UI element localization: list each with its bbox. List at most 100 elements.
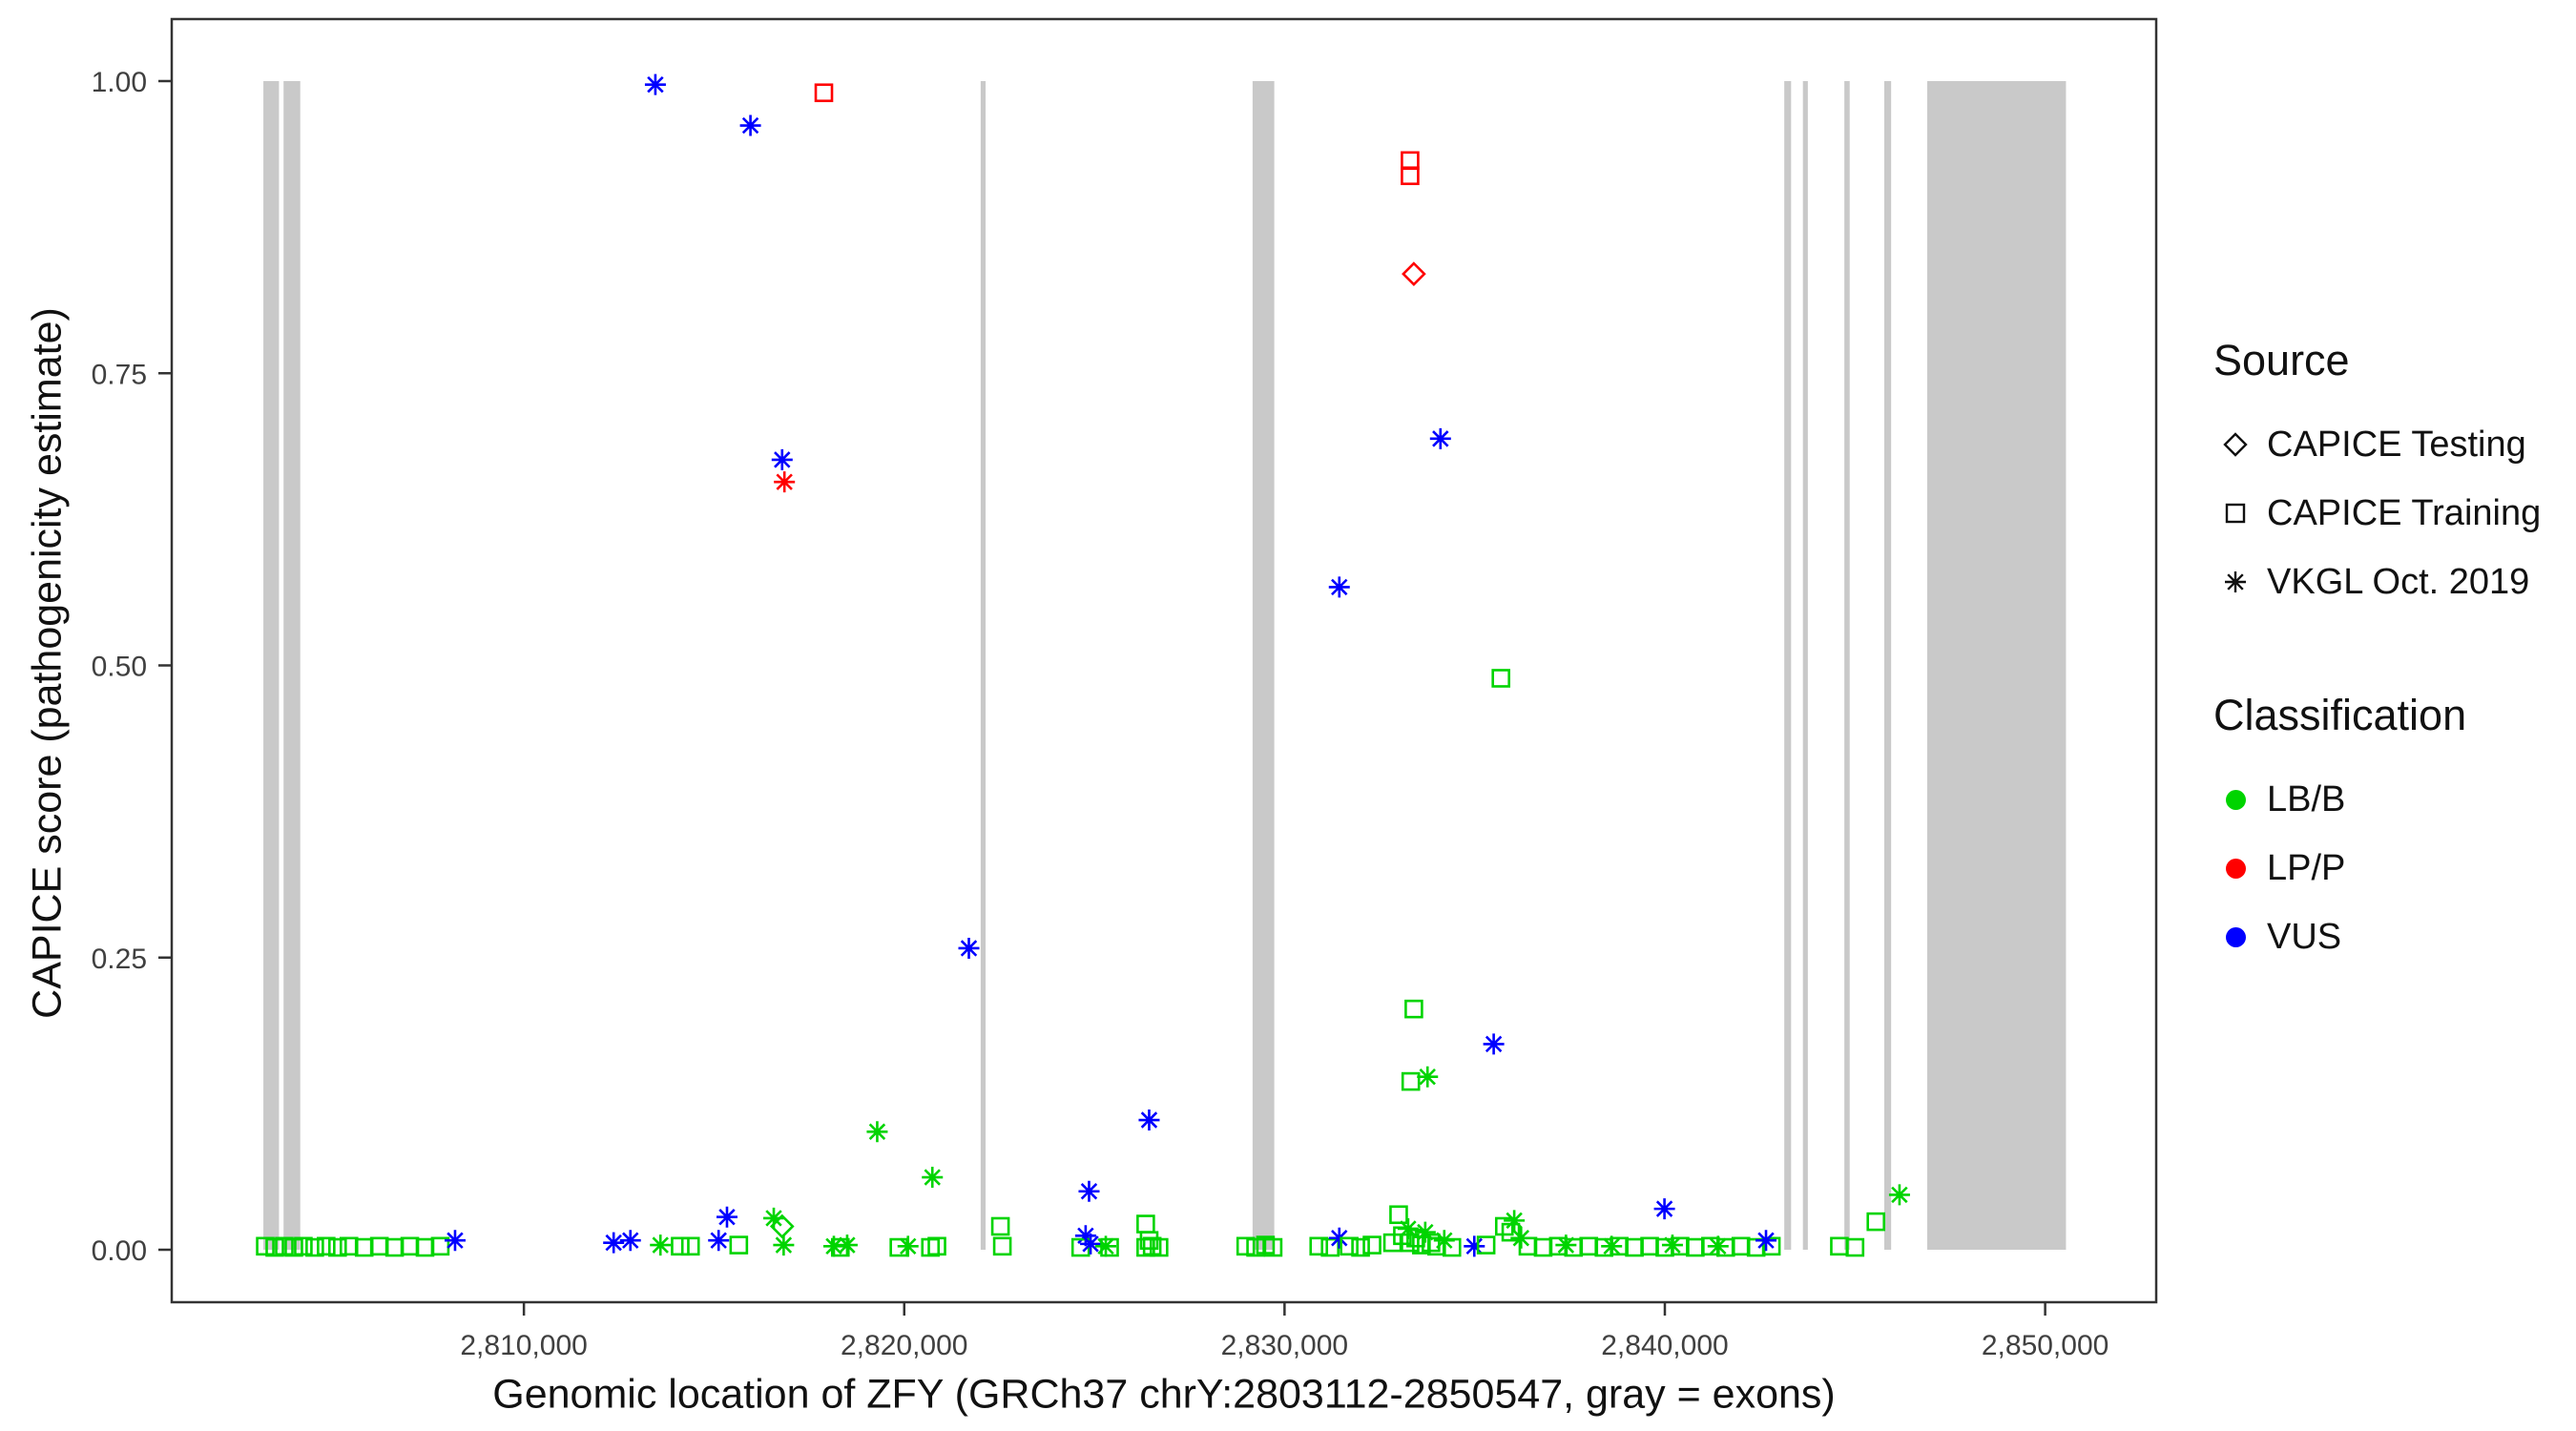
data-point (1504, 1210, 1526, 1232)
data-point (1476, 1235, 1496, 1255)
exon-band (1844, 81, 1850, 1250)
data-point (619, 1230, 641, 1252)
data-point (1340, 1236, 1359, 1256)
legend-item-label: LP/P (2267, 847, 2346, 888)
data-point (822, 1235, 844, 1257)
data-point (739, 114, 761, 136)
legend-source-title: Source (2213, 336, 2350, 384)
data-point (1483, 1033, 1505, 1055)
legend: Source CAPICE Testing CAPICE Training (2213, 336, 2541, 971)
data-point (897, 1235, 919, 1257)
blue-dot-icon (2213, 926, 2257, 947)
data-point (836, 1234, 858, 1256)
data-point (769, 1213, 795, 1239)
data-point (265, 1237, 284, 1257)
exon-band (1252, 81, 1275, 1250)
data-point (603, 1232, 625, 1254)
x-tick-label: 2,840,000 (1601, 1330, 1728, 1361)
data-point (305, 1237, 324, 1257)
data-point (1078, 1180, 1100, 1202)
data-point (708, 1230, 730, 1252)
data-point (1491, 669, 1510, 688)
exon-band (283, 81, 301, 1250)
data-point (680, 1236, 700, 1256)
data-point (275, 1236, 294, 1256)
data-point (1328, 576, 1350, 598)
data-point (1401, 1233, 1420, 1253)
legend-section-source: Source CAPICE Testing CAPICE Training (2213, 336, 2541, 616)
data-point (1404, 999, 1423, 1019)
exon-band (1784, 81, 1792, 1250)
diamond-marker-icon (2213, 427, 2257, 462)
data-point (992, 1236, 1012, 1256)
data-point (1888, 1184, 1910, 1206)
data-point (1494, 1216, 1514, 1236)
data-point (763, 1207, 785, 1229)
data-point (922, 1167, 944, 1189)
legend-item-label: VUS (2267, 916, 2342, 957)
data-point (1601, 1235, 1623, 1257)
data-point (294, 1236, 313, 1256)
legend-item-capice-training: CAPICE Training (2213, 479, 2541, 548)
exon-band (1883, 81, 1892, 1250)
x-axis-title: Genomic location of ZFY (GRCh37 chrY:280… (492, 1371, 1836, 1418)
exon-band (1802, 81, 1808, 1250)
red-dot-icon (2213, 858, 2257, 879)
y-tick-label: 1.00 (92, 67, 147, 98)
data-point (1263, 1237, 1283, 1257)
data-point (1074, 1225, 1096, 1247)
data-point (1442, 1237, 1462, 1257)
data-point (644, 73, 666, 95)
data-point (1761, 1236, 1781, 1256)
x-tick-label: 2,830,000 (1221, 1330, 1348, 1361)
x-tick-label: 2,810,000 (460, 1330, 587, 1361)
x-tick-label: 2,850,000 (1982, 1330, 2109, 1361)
exon-band (263, 81, 280, 1250)
data-point (814, 83, 834, 103)
data-point (990, 1216, 1010, 1236)
data-point (1362, 1235, 1381, 1255)
data-point (1866, 1212, 1886, 1232)
x-tick-label: 2,820,000 (841, 1330, 967, 1361)
data-point (317, 1236, 336, 1256)
data-point (1429, 427, 1451, 449)
data-point (774, 471, 796, 493)
y-axis-title: CAPICE score (pathogenicity estimate) (24, 307, 71, 1019)
legend-item-label: LB/B (2267, 778, 2346, 819)
data-point (1236, 1236, 1256, 1256)
data-point (671, 1236, 690, 1256)
exon-band (980, 81, 987, 1250)
data-point (1414, 1221, 1436, 1243)
data-point (1417, 1066, 1439, 1088)
data-point (1080, 1233, 1102, 1255)
data-point (650, 1234, 672, 1256)
data-point (1309, 1236, 1329, 1256)
data-point (1653, 1198, 1675, 1220)
data-point (284, 1237, 303, 1257)
data-point (1464, 1235, 1485, 1257)
data-point (1100, 1237, 1119, 1257)
legend-item-vus: VUS (2213, 902, 2541, 971)
data-point (1707, 1235, 1729, 1257)
data-point (1150, 1237, 1169, 1257)
data-point (716, 1206, 737, 1228)
data-point (327, 1237, 347, 1257)
legend-classification-title: Classification (2213, 691, 2467, 739)
data-point (1397, 1217, 1419, 1239)
legend-item-label: CAPICE Training (2267, 492, 2542, 533)
square-marker-icon (2213, 496, 2257, 530)
data-point (256, 1236, 275, 1256)
data-point (1095, 1235, 1117, 1257)
legend-item-label: CAPICE Testing (2267, 424, 2526, 465)
green-dot-icon (2213, 789, 2257, 810)
data-point (927, 1236, 946, 1256)
data-point (1755, 1230, 1777, 1252)
data-point (1401, 166, 1420, 186)
legend-item-vkgl: VKGL Oct. 2019 (2213, 548, 2541, 616)
data-point (771, 448, 793, 470)
data-point (1351, 1237, 1370, 1257)
data-point (1246, 1237, 1265, 1257)
y-tick-label: 0.25 (92, 944, 147, 975)
legend-item-lpp: LP/P (2213, 834, 2541, 902)
